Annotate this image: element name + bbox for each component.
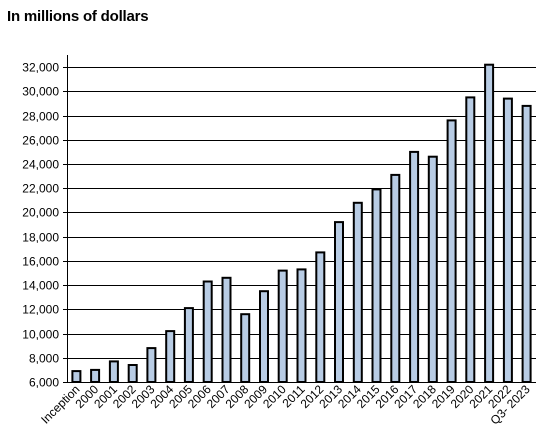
y-tick-label: 20,000 — [22, 206, 59, 220]
bar — [221, 276, 232, 383]
bar — [446, 119, 457, 384]
bar — [146, 347, 157, 384]
y-tick-label: 16,000 — [22, 255, 59, 269]
bar — [502, 97, 513, 383]
bar — [334, 221, 344, 383]
bar — [127, 364, 138, 383]
bar — [165, 330, 176, 384]
bar — [183, 307, 194, 384]
x-tick-labels: Inception2000200120022003200420052006200… — [38, 382, 533, 428]
y-tick-label: 10,000 — [22, 328, 59, 342]
bar — [371, 188, 382, 383]
bar — [352, 201, 363, 383]
bar — [409, 150, 420, 383]
chart-title: In millions of dollars — [7, 8, 149, 25]
axes — [67, 55, 536, 383]
bar — [202, 280, 213, 383]
bar — [427, 155, 438, 383]
bar — [315, 251, 326, 383]
bar — [90, 368, 101, 383]
y-tick-label: 22,000 — [22, 182, 59, 196]
bar — [277, 269, 288, 384]
bar — [521, 104, 532, 384]
y-tick-label: 12,000 — [22, 303, 59, 317]
bar — [259, 290, 269, 384]
y-tick-label: 26,000 — [22, 134, 59, 148]
y-tick-labels: 6,000 8,000 10,000 12,000 14,000 16,000 18,000… — [22, 61, 59, 390]
y-tick-label: 28,000 — [22, 110, 59, 124]
y-tick-label: 6,000 — [29, 376, 59, 390]
bar — [390, 173, 401, 383]
bar — [108, 360, 119, 383]
bar — [484, 63, 495, 383]
bar — [296, 268, 307, 383]
y-tick-label: 14,000 — [22, 279, 59, 293]
y-tick-label: 8,000 — [29, 352, 59, 366]
y-tick-label: 32,000 — [22, 61, 59, 75]
y-tick-label: 24,000 — [22, 158, 59, 172]
y-tick-label: 18,000 — [22, 231, 59, 245]
bar — [240, 313, 251, 384]
y-tick-label: 30,000 — [22, 85, 59, 99]
bar — [465, 96, 476, 384]
bar — [71, 370, 82, 384]
